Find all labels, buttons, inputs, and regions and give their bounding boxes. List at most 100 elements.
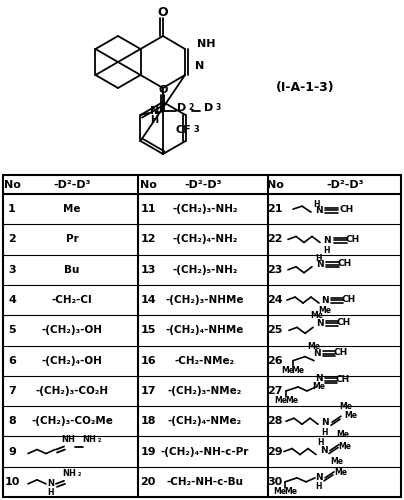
Text: CH: CH (340, 204, 354, 214)
Text: 13: 13 (140, 265, 156, 275)
Text: 2: 2 (189, 104, 194, 112)
Text: No: No (267, 180, 284, 190)
Text: 29: 29 (267, 446, 283, 456)
Text: H: H (324, 246, 330, 255)
Text: CH: CH (346, 235, 360, 244)
Text: H: H (316, 482, 322, 492)
Text: 8: 8 (8, 416, 16, 426)
Text: Me: Me (339, 442, 351, 451)
Text: 4: 4 (8, 295, 16, 305)
Text: 22: 22 (267, 234, 283, 244)
Text: 6: 6 (8, 356, 16, 366)
Text: 28: 28 (267, 416, 283, 426)
Text: N: N (315, 206, 323, 214)
Text: Me: Me (337, 430, 349, 439)
Text: Me: Me (284, 488, 297, 496)
Text: Me: Me (274, 396, 288, 406)
Text: ₂: ₂ (78, 470, 81, 478)
Text: -CH₂-NMe₂: -CH₂-NMe₂ (175, 356, 235, 366)
Text: N: N (316, 260, 324, 269)
Text: -(CH₂)₄-NH-c-Pr: -(CH₂)₄-NH-c-Pr (161, 446, 249, 456)
Text: N: N (315, 374, 323, 384)
Text: 10: 10 (4, 477, 20, 487)
Text: 14: 14 (140, 295, 156, 305)
Text: NH: NH (197, 39, 215, 49)
Text: 15: 15 (140, 326, 156, 336)
Text: -(CH₂)₃-NMe₂: -(CH₂)₃-NMe₂ (168, 386, 242, 396)
Text: 21: 21 (267, 204, 283, 214)
Text: H: H (318, 438, 324, 447)
Text: CH: CH (337, 318, 351, 327)
Text: Me: Me (318, 306, 332, 314)
Text: NH: NH (82, 435, 96, 444)
Text: Me: Me (292, 366, 305, 375)
Text: N: N (316, 319, 324, 328)
Text: Me: Me (282, 366, 295, 375)
Text: -(CH₂)₅-NH₂: -(CH₂)₅-NH₂ (173, 265, 238, 275)
Text: Me: Me (313, 382, 326, 392)
Text: D: D (204, 103, 213, 113)
Text: 3: 3 (194, 126, 199, 134)
Text: CH: CH (342, 294, 356, 304)
Text: 12: 12 (140, 234, 156, 244)
Text: 11: 11 (140, 204, 156, 214)
Text: N: N (321, 296, 329, 304)
Text: 2: 2 (8, 234, 16, 244)
Text: 3: 3 (8, 265, 16, 275)
Text: O: O (158, 6, 168, 18)
Text: Me: Me (345, 411, 358, 420)
Text: -(CH₂)₃-NH₂: -(CH₂)₃-NH₂ (172, 204, 238, 214)
Text: H: H (150, 115, 159, 125)
Text: N: N (195, 61, 204, 71)
Text: N: N (320, 446, 328, 455)
Text: 3: 3 (215, 104, 221, 112)
Text: Bu: Bu (64, 265, 80, 275)
Text: 19: 19 (140, 446, 156, 456)
Text: (I-A-1-3): (I-A-1-3) (276, 82, 335, 94)
Text: Me: Me (339, 402, 353, 411)
Text: 17: 17 (140, 386, 156, 396)
Text: -(CH₂)₃-OH: -(CH₂)₃-OH (42, 326, 103, 336)
Text: Me: Me (274, 488, 286, 496)
Text: -(CH₂)₃-NHMe: -(CH₂)₃-NHMe (166, 295, 244, 305)
Text: 18: 18 (140, 416, 156, 426)
Text: 5: 5 (8, 326, 16, 336)
Text: Me: Me (335, 468, 347, 477)
Text: No: No (139, 180, 156, 190)
Text: 24: 24 (267, 295, 283, 305)
Text: CH: CH (334, 348, 348, 357)
Text: H: H (48, 488, 54, 498)
Text: D: D (177, 103, 186, 113)
Text: 16: 16 (140, 356, 156, 366)
Text: Me: Me (311, 311, 324, 320)
Text: O: O (159, 85, 168, 95)
Text: NH: NH (61, 435, 75, 444)
Text: N: N (323, 236, 331, 245)
Text: -(CH₂)₃-CO₂H: -(CH₂)₃-CO₂H (36, 386, 109, 396)
Text: 23: 23 (267, 265, 283, 275)
Text: 26: 26 (267, 356, 283, 366)
Text: H: H (322, 428, 328, 437)
Text: 7: 7 (8, 386, 16, 396)
Text: ₂: ₂ (98, 435, 101, 444)
Text: -D²-D³: -D²-D³ (184, 180, 222, 190)
Text: Me: Me (63, 204, 81, 214)
Text: N: N (48, 480, 55, 488)
Text: N: N (150, 106, 160, 116)
Text: 25: 25 (267, 326, 283, 336)
Text: NH: NH (62, 470, 76, 478)
Text: Me: Me (330, 458, 343, 466)
Text: CH: CH (338, 259, 352, 268)
Text: -(CH₂)₃-CO₂Me: -(CH₂)₃-CO₂Me (31, 416, 113, 426)
Text: 27: 27 (267, 386, 283, 396)
Text: 1: 1 (8, 204, 16, 214)
Text: Me: Me (307, 342, 320, 351)
Text: -D²-D³: -D²-D³ (326, 180, 364, 190)
Text: Me: Me (286, 396, 299, 406)
Text: -(CH₂)₄-NMe₂: -(CH₂)₄-NMe₂ (168, 416, 242, 426)
Text: CH: CH (336, 376, 350, 384)
Text: -(CH₂)₄-NH₂: -(CH₂)₄-NH₂ (173, 234, 238, 244)
Text: -D²-D³: -D²-D³ (53, 180, 91, 190)
Text: 20: 20 (140, 477, 156, 487)
Text: -(CH₂)₄-OH: -(CH₂)₄-OH (42, 356, 103, 366)
